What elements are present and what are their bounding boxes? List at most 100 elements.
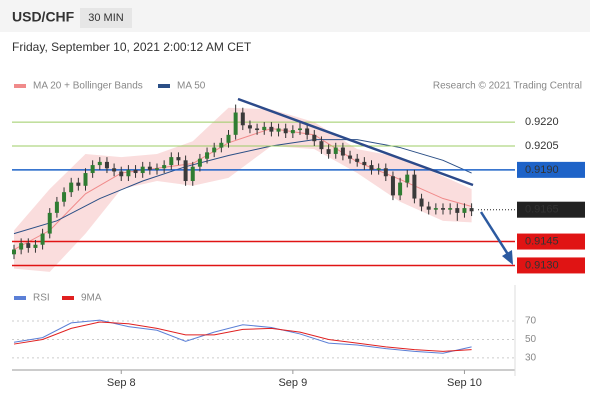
candle-body [419, 198, 424, 207]
level-label-bg [517, 233, 585, 250]
candle-body [340, 147, 345, 156]
level-label: 0.9205 [525, 140, 559, 152]
candle-body [104, 161, 109, 169]
x-tick-label: Sep 10 [447, 377, 482, 389]
candle-body [126, 169, 131, 177]
timeframe-box[interactable] [80, 8, 132, 28]
candle-body [240, 112, 245, 126]
candle-body [212, 147, 217, 153]
candle-body [348, 155, 353, 159]
subtitle: Friday, September 10, 2021 2:00:12 AM CE… [12, 40, 252, 54]
level-label: 0.9145 [525, 235, 559, 247]
candle-body [119, 171, 124, 177]
candle-body [448, 208, 453, 210]
candle-body [183, 160, 188, 182]
candle-body [247, 125, 252, 129]
candle-body [319, 141, 324, 150]
candle-body [169, 157, 174, 166]
candle-body [176, 157, 181, 161]
source: Research © 2021 Trading Central [433, 81, 582, 92]
candle-body [26, 243, 31, 248]
candle-body [405, 174, 410, 183]
legend-label: 9MA [81, 293, 102, 304]
candle-body [333, 147, 338, 154]
candle-body [376, 168, 381, 170]
level-label-bg [517, 161, 585, 178]
ma-line [13, 139, 472, 235]
candle-body [197, 158, 202, 167]
y-tick-label: 70 [525, 316, 537, 327]
candle-body [69, 182, 74, 193]
legend-swatch [14, 84, 26, 88]
legend-label: RSI [33, 293, 50, 304]
candle-body [290, 130, 295, 134]
candle-body [298, 128, 302, 131]
level-label: 0.9130 [525, 259, 559, 271]
candle-body [383, 168, 388, 177]
candle-body [155, 168, 159, 170]
candle-body [362, 161, 367, 166]
candle-body [441, 208, 445, 210]
plot-layer: MA 20 + Bollinger Bands MA 50 0.9220 0.9205… [12, 81, 585, 389]
candle-body [54, 201, 59, 213]
candle-body [426, 206, 431, 210]
candle-body [83, 173, 88, 186]
candle-body [398, 182, 403, 196]
legend-swatch [158, 84, 170, 88]
y-tick-label: 50 [525, 334, 537, 345]
trend-line [237, 97, 474, 187]
candle-body [412, 174, 417, 199]
candle-body [462, 208, 467, 213]
candle-body [19, 243, 24, 250]
candle-body [90, 165, 95, 174]
candle-body [276, 128, 281, 132]
candle-body [40, 233, 45, 245]
legend-swatch [14, 296, 26, 300]
arrow-head [502, 250, 513, 265]
candle-body [469, 208, 474, 212]
rsi-line [13, 321, 472, 352]
candle-body [112, 168, 117, 172]
candle-body [47, 212, 52, 234]
rsi-line [13, 319, 472, 354]
level-label: 0.9220 [525, 116, 559, 128]
chart-title: USD/CHF [12, 9, 75, 25]
level-label: 0.9165 [525, 204, 559, 216]
candle-body [326, 149, 331, 154]
timeframe[interactable]: 30 MIN [88, 12, 124, 24]
candle-body [455, 208, 460, 213]
candle-body [233, 112, 238, 135]
candle-body [147, 166, 152, 170]
candle-body [12, 249, 16, 255]
candle-body [390, 176, 395, 196]
level-label: 0.9190 [525, 164, 559, 176]
candle-body [283, 128, 288, 134]
candle-body [97, 161, 102, 166]
candle-body [433, 208, 438, 210]
candle-body [133, 169, 138, 174]
candle-body [262, 126, 267, 131]
candle-body [219, 142, 224, 148]
level-label-bg [517, 257, 585, 274]
candle-body [33, 244, 38, 248]
candle-body [162, 165, 167, 169]
candle-body [140, 166, 145, 174]
x-tick-label: Sep 9 [278, 377, 307, 389]
candle-body [76, 182, 81, 186]
candle-body [226, 134, 231, 143]
legend-label: MA 50 [177, 81, 206, 92]
x-tick-label: Sep 8 [107, 377, 136, 389]
candle-body [305, 128, 310, 135]
candle-body [255, 128, 260, 131]
candle-body [62, 192, 67, 202]
candle-body [312, 134, 317, 142]
level-label-bg [517, 201, 585, 218]
legend-label: MA 20 + Bollinger Bands [33, 81, 143, 92]
candle-body [269, 126, 274, 132]
y-tick-label: 30 [525, 353, 537, 364]
candle-body [190, 166, 195, 182]
candle-body [205, 152, 210, 159]
bollinger-band [14, 107, 472, 272]
candle-body [355, 158, 360, 162]
